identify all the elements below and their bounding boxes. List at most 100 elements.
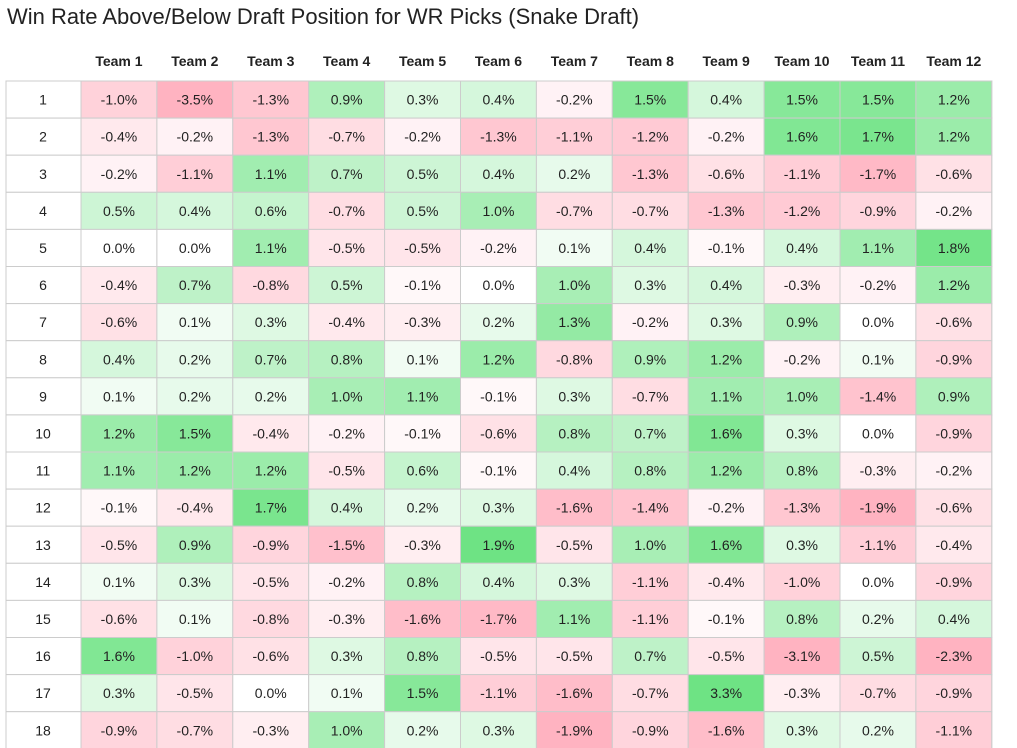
row-label: 6 <box>39 277 47 293</box>
heatmap-cell <box>232 303 310 342</box>
heatmap-cell <box>915 266 993 305</box>
heatmap-cell <box>232 154 310 193</box>
heatmap-cell <box>308 711 386 748</box>
cell-value-label: -0.8% <box>556 351 593 367</box>
cell-value-label: 0.3% <box>482 500 514 516</box>
heatmap-cell <box>156 340 234 379</box>
cell-value-label: -3.1% <box>784 648 821 664</box>
row-label-cell <box>5 599 82 639</box>
heatmap-cell <box>384 228 462 267</box>
cell-value-label: -0.2% <box>177 129 214 145</box>
heatmap-cell <box>460 599 537 639</box>
heatmap-cell <box>460 377 537 416</box>
cell-value-label: 0.6% <box>407 463 439 479</box>
cell-value-label: 1.1% <box>255 166 287 182</box>
heatmap-cell <box>156 562 234 601</box>
heatmap-cell <box>687 117 765 156</box>
cell-value-label: 1.0% <box>482 203 514 219</box>
cell-value-label: -0.6% <box>708 166 745 182</box>
row-label: 8 <box>39 351 47 367</box>
cell-value-label: -3.5% <box>177 92 214 108</box>
heatmap-cell <box>535 228 613 267</box>
cell-value-label: 0.9% <box>634 351 666 367</box>
cell-value-label: 1.2% <box>103 425 135 441</box>
cell-value-label: 0.2% <box>558 166 590 182</box>
cell-value-label: 1.1% <box>710 388 742 404</box>
heatmap-cell <box>915 562 993 601</box>
cell-value-label: 1.6% <box>103 648 135 664</box>
cell-value-label: 0.9% <box>786 314 818 330</box>
cell-value-label: -0.7% <box>328 129 365 145</box>
cell-value-label: 0.5% <box>407 166 439 182</box>
heatmap-cell <box>915 711 993 748</box>
row-label: 16 <box>35 648 51 664</box>
cell-value-label: -0.8% <box>252 611 289 627</box>
cell-value-label: 0.3% <box>179 574 211 590</box>
cell-value-label: 0.0% <box>862 574 894 590</box>
cell-value-label: -1.1% <box>556 129 593 145</box>
cell-value-label: -0.5% <box>556 648 593 664</box>
heatmap-cell <box>460 562 537 601</box>
cell-value-label: 0.4% <box>179 203 211 219</box>
cell-value-label: -1.1% <box>784 166 821 182</box>
cell-value-label: -0.5% <box>480 648 517 664</box>
cell-value-label: -0.4% <box>252 425 289 441</box>
cell-value-label: 0.3% <box>786 425 818 441</box>
column-header: Team 4 <box>323 53 370 69</box>
column-header: Team 10 <box>775 53 830 69</box>
cell-value-label: 1.5% <box>862 92 894 108</box>
cell-value-label: -1.2% <box>632 129 669 145</box>
heatmap-cell <box>80 525 158 564</box>
row-label-cell <box>5 562 82 601</box>
cell-value-label: 0.4% <box>482 574 514 590</box>
heatmap-cell <box>308 154 386 193</box>
cell-value-label: -0.7% <box>860 685 897 701</box>
cell-value-label: 0.2% <box>482 314 514 330</box>
cell-value-label: -1.9% <box>860 500 897 516</box>
cell-value-label: -0.3% <box>784 685 821 701</box>
cell-value-label: 1.2% <box>482 351 514 367</box>
heatmap-cell <box>535 414 613 453</box>
cell-value-label: 1.2% <box>710 463 742 479</box>
cell-value-label: 1.1% <box>558 611 590 627</box>
row-label: 17 <box>35 685 51 701</box>
cell-value-label: 0.2% <box>407 500 439 516</box>
heatmap-cell <box>156 488 234 527</box>
cell-value-label: 0.7% <box>634 648 666 664</box>
cell-value-label: -0.4% <box>177 500 214 516</box>
heatmap-cell <box>611 80 689 119</box>
heatmap-cell <box>535 340 613 379</box>
cell-value-label: -0.6% <box>480 425 517 441</box>
cell-value-label: -1.5% <box>328 537 365 553</box>
cell-value-label: 0.7% <box>255 351 287 367</box>
heatmap-cell <box>763 599 841 639</box>
heatmap-cell <box>156 154 234 193</box>
heatmap-cell <box>839 674 917 713</box>
cell-value-label: -0.4% <box>328 314 365 330</box>
cell-value-label: -0.9% <box>632 722 669 738</box>
cell-value-label: 0.4% <box>482 92 514 108</box>
heatmap-cell <box>384 117 462 156</box>
heatmap-cell <box>839 451 917 490</box>
cell-value-label: -0.9% <box>936 574 973 590</box>
heatmap-cell <box>839 117 917 156</box>
cell-value-label: 0.9% <box>938 388 970 404</box>
heatmap-cell <box>80 451 158 490</box>
cell-value-label: 1.5% <box>634 92 666 108</box>
heatmap-cell <box>535 191 613 230</box>
heatmap-cell <box>687 191 765 230</box>
heatmap-cell <box>915 451 993 490</box>
cell-value-label: 0.3% <box>634 277 666 293</box>
cell-value-label: -0.9% <box>936 685 973 701</box>
cell-value-label: 1.9% <box>482 537 514 553</box>
cell-value-label: -1.0% <box>784 574 821 590</box>
heatmap-cell <box>232 525 310 564</box>
cell-value-label: 0.8% <box>786 611 818 627</box>
cell-value-label: 0.4% <box>938 611 970 627</box>
cell-value-label: -1.1% <box>177 166 214 182</box>
heatmap-cell <box>308 562 386 601</box>
row-label-cell <box>5 80 82 119</box>
heatmap-cell <box>763 266 841 305</box>
heatmap-cell <box>308 488 386 527</box>
heatmap-cell <box>156 451 234 490</box>
